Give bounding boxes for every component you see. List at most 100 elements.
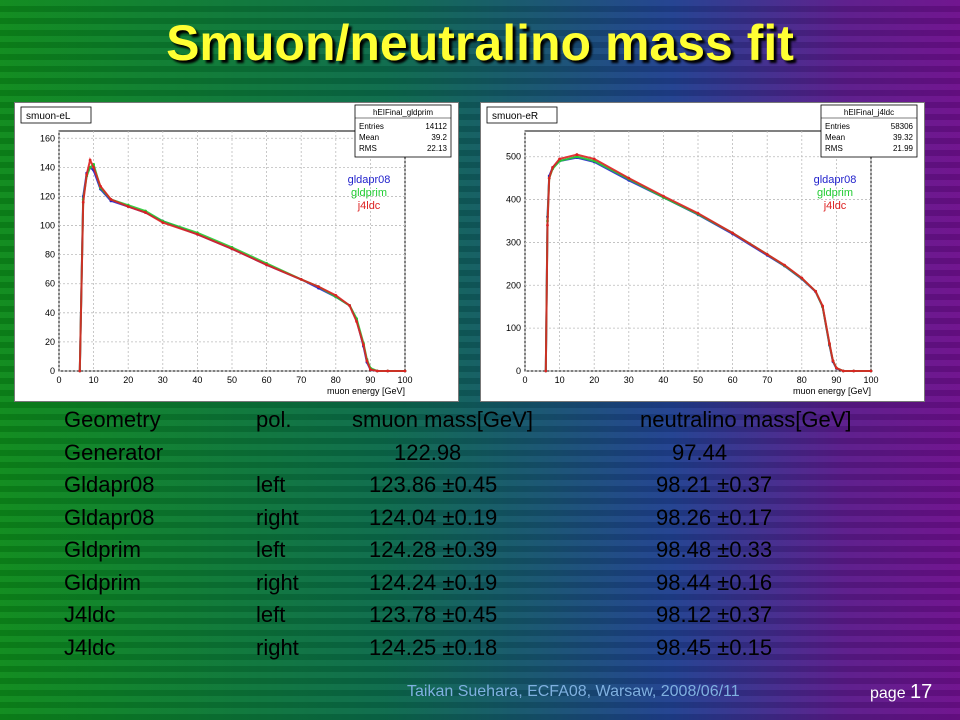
series-point-j4ldc [334, 293, 338, 297]
y-tick-label: 500 [506, 152, 521, 162]
page-indicator: page 17 [870, 681, 932, 704]
series-point-j4ldc [386, 369, 390, 373]
stats-rms-label: RMS [359, 144, 377, 153]
generator-label: Generator [64, 439, 164, 465]
series-point-j4ldc [92, 165, 95, 169]
series-point-j4ldc [592, 157, 596, 161]
series-point-j4ldc [317, 285, 320, 289]
header-pol: pol. [256, 407, 292, 432]
series-point-j4ldc [85, 173, 89, 177]
stats-rms-label: RMS [825, 144, 843, 153]
x-tick-label: 0 [522, 375, 527, 385]
cell-neutralino: 98.12 ±0.37 [656, 602, 773, 627]
legend-j4ldc: j4ldc [823, 200, 847, 212]
series-point-j4ldc [551, 166, 555, 169]
y-tick-label: 40 [45, 308, 55, 318]
y-tick-label: 300 [506, 237, 521, 247]
series-point-j4ldc [161, 221, 165, 225]
series-point-j4ldc [355, 320, 358, 323]
y-tick-label: 100 [40, 221, 55, 231]
series-point-j4ldc [546, 223, 549, 227]
cell-geometry: J4ldc [64, 634, 116, 660]
table-row: Gldapr08 left 123.86 ±0.45 98.21 ±0.37 [64, 469, 924, 502]
chart-title: smuon-eL [26, 111, 71, 122]
x-tick-label: 0 [56, 375, 61, 385]
cell-pol: left [256, 602, 286, 627]
cell-smuon: 124.24 ±0.19 [369, 569, 498, 595]
table-header-row: Geometry pol. smuon mass[GeV] neutralino… [64, 404, 924, 437]
x-tick-label: 50 [227, 375, 237, 385]
series-point-j4ldc [821, 304, 824, 308]
stats-entries-label: Entries [825, 122, 850, 131]
header-neutralino-mass: neutralino mass[GeV] [640, 407, 852, 432]
series-point-j4ldc [731, 231, 734, 235]
y-tick-label: 200 [506, 280, 521, 290]
x-tick-label: 20 [589, 375, 599, 385]
page-number: 17 [910, 681, 933, 703]
legend-gldapr08: gldapr08 [348, 174, 391, 186]
cell-geometry: Gldprim [64, 537, 142, 562]
chart-smuon-eR: 0 10 20 30 40 50 60 70 80 90 100 0 100 200 300 400 500 mu… [486, 104, 918, 396]
table-row-generator: Generator 122.98 97.44 [64, 437, 924, 470]
chart-panel-left: 0 10 20 30 40 50 60 70 80 90 100 0 20 40 60 80 100 120 140… [14, 102, 459, 402]
table-row: J4ldc right 124.25 ±0.18 98.45 ±0.15 [64, 632, 924, 665]
stats-rms-value: 21.99 [893, 144, 914, 153]
cell-smuon: 124.04 ±0.19 [369, 504, 498, 530]
series-point-j4ldc [852, 369, 856, 373]
cell-pol: right [256, 569, 299, 595]
series-point-j4ldc [814, 289, 818, 293]
x-tick-label: 70 [296, 375, 306, 385]
cell-geometry: J4ldc [64, 602, 116, 627]
cell-neutralino: 98.48 ±0.33 [656, 537, 773, 562]
stats-mean-label: Mean [825, 133, 845, 142]
cell-pol: right [256, 504, 299, 530]
series-point-j4ldc [365, 359, 369, 363]
cell-neutralino: 98.45 ±0.15 [656, 634, 773, 660]
series-point-j4ldc [544, 369, 548, 373]
x-tick-label: 90 [831, 375, 841, 385]
header-smuon-mass: smuon mass[GeV] [352, 407, 533, 432]
series-point-j4ldc [265, 263, 268, 267]
stats-mean-value: 39.2 [431, 133, 447, 142]
x-tick-label: 10 [555, 375, 565, 385]
series-point-j4ldc [196, 232, 199, 236]
y-tick-label: 120 [40, 191, 55, 201]
stats-entries-value: 14112 [425, 122, 447, 131]
series-line-j4ldc [544, 153, 871, 372]
x-tick-label: 40 [192, 375, 202, 385]
x-tick-label: 90 [365, 375, 375, 385]
chart-title-box [20, 106, 92, 124]
x-tick-label: 60 [262, 375, 272, 385]
series-point-j4ldc [144, 211, 147, 214]
series-point-j4ldc [299, 277, 303, 281]
series-point-j4ldc [126, 205, 130, 209]
results-table: Geometry pol. smuon mass[GeV] neutralino… [64, 404, 924, 664]
stats-mean-value: 39.32 [893, 133, 914, 142]
series-point-j4ldc [88, 158, 92, 162]
stats-rms-value: 22.13 [427, 144, 448, 153]
series-point-j4ldc [403, 369, 407, 373]
table-row: Gldprim right 124.24 ±0.19 98.44 ±0.16 [64, 567, 924, 600]
y-tick-label: 60 [45, 279, 55, 289]
series-point-j4ldc [841, 369, 845, 373]
series-point-j4ldc [800, 276, 804, 280]
x-tick-label: 80 [797, 375, 807, 385]
cell-pol: left [256, 472, 286, 497]
stats-name: hEIFinal_j4ldc [844, 108, 894, 117]
x-tick-label: 30 [624, 375, 634, 385]
stats-box [354, 104, 452, 158]
cell-smuon: 124.25 ±0.18 [369, 634, 498, 660]
y-tick-label: 160 [40, 133, 55, 143]
x-tick-label: 60 [728, 375, 738, 385]
series-point-j4ldc [558, 157, 561, 161]
header-geometry: Geometry [64, 407, 161, 432]
y-tick-label: 20 [45, 337, 55, 347]
footer-credit: Taikan Suehara, ECFA08, Warsaw, 2008/06/… [407, 683, 740, 700]
series-point-gldprim [575, 155, 579, 159]
stats-box [820, 104, 918, 158]
series-point-j4ldc [828, 342, 831, 345]
series-point-j4ldc [78, 369, 82, 373]
series-point-j4ldc [362, 343, 365, 347]
series-point-j4ldc [369, 368, 372, 371]
series-point-j4ldc [348, 304, 352, 307]
